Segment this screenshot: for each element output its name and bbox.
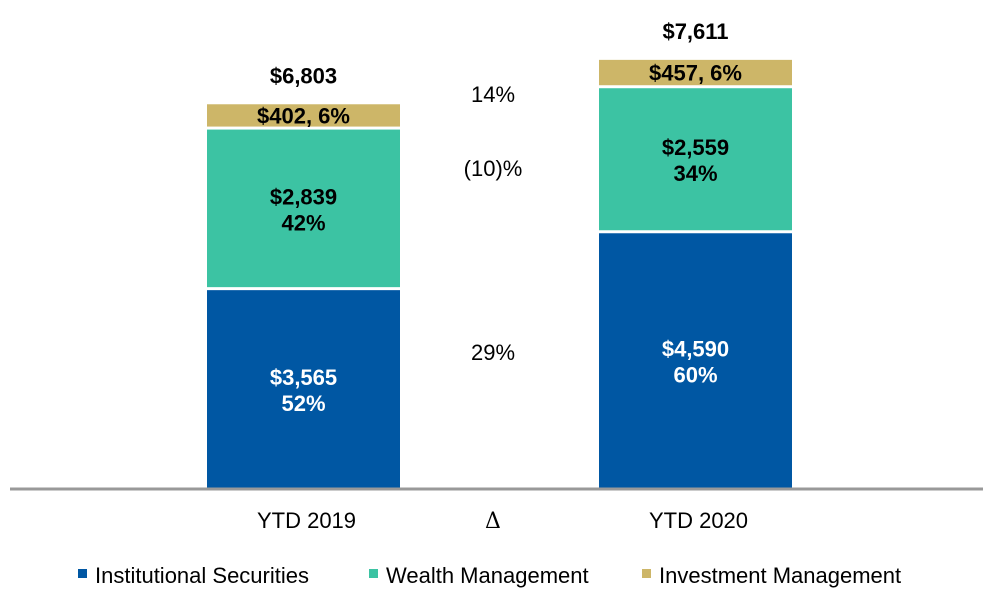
bar-segment [207, 104, 400, 127]
value-label: $457, 6% [649, 61, 742, 86]
value-label: $402, 6% [257, 103, 350, 128]
delta-header: Δ [485, 509, 501, 534]
bar-segment [207, 290, 400, 488]
legend-label: Investment Management [659, 563, 901, 588]
percent-label: 52% [281, 391, 325, 416]
legend-swatch [369, 569, 378, 578]
category-label: YTD 2020 [649, 508, 748, 533]
bar-segment [599, 59, 792, 86]
total-label: $7,611 [662, 19, 728, 44]
category-label: YTD 2019 [257, 508, 356, 533]
bar-segment [599, 88, 792, 231]
value-label: $4,590 [662, 337, 729, 362]
legend-swatch [78, 569, 87, 578]
legend-swatch [642, 569, 651, 578]
value-label: $2,839 [270, 184, 337, 209]
bar-segment [207, 129, 400, 288]
total-label: $6,803 [270, 63, 337, 88]
percent-label: 34% [673, 161, 717, 186]
percent-label: 42% [281, 210, 325, 235]
delta-label: 29% [471, 340, 515, 365]
percent-label: 60% [673, 363, 717, 388]
bar-segment [599, 233, 792, 488]
legend-label: Institutional Securities [95, 563, 309, 588]
value-label: $2,559 [662, 135, 729, 160]
delta-label: (10)% [464, 156, 523, 181]
value-label: $3,565 [270, 365, 337, 390]
delta-label: 14% [471, 82, 515, 107]
legend-label: Wealth Management [386, 563, 589, 588]
